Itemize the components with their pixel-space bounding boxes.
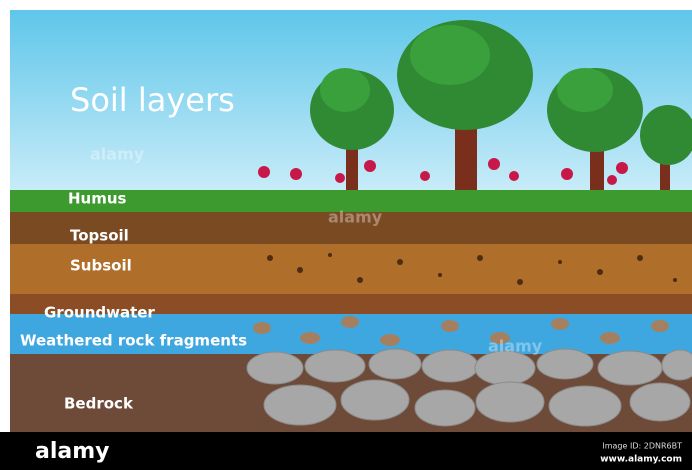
footer-url: www.alamy.com [600, 455, 682, 465]
layer-label: Subsoil [70, 257, 132, 275]
layer-label: Groundwater [44, 304, 155, 322]
layer-label: Weathered rock fragments [20, 332, 247, 350]
footer-brand: alamy [35, 439, 110, 464]
watermark: alamy [328, 208, 383, 227]
illustration: Soil layers Humus Topsoil Subsoil Ground… [0, 0, 692, 470]
layer-label: Topsoil [70, 227, 129, 245]
watermark: alamy [90, 145, 145, 164]
page: Soil layers Humus Topsoil Subsoil Ground… [0, 0, 692, 470]
watermark: alamy [488, 337, 543, 356]
layer-label: Bedrock [64, 395, 134, 413]
image-id: Image ID: 2DNR6BT [602, 442, 682, 451]
layer-label: Humus [68, 190, 127, 208]
title: Soil layers [70, 81, 235, 119]
